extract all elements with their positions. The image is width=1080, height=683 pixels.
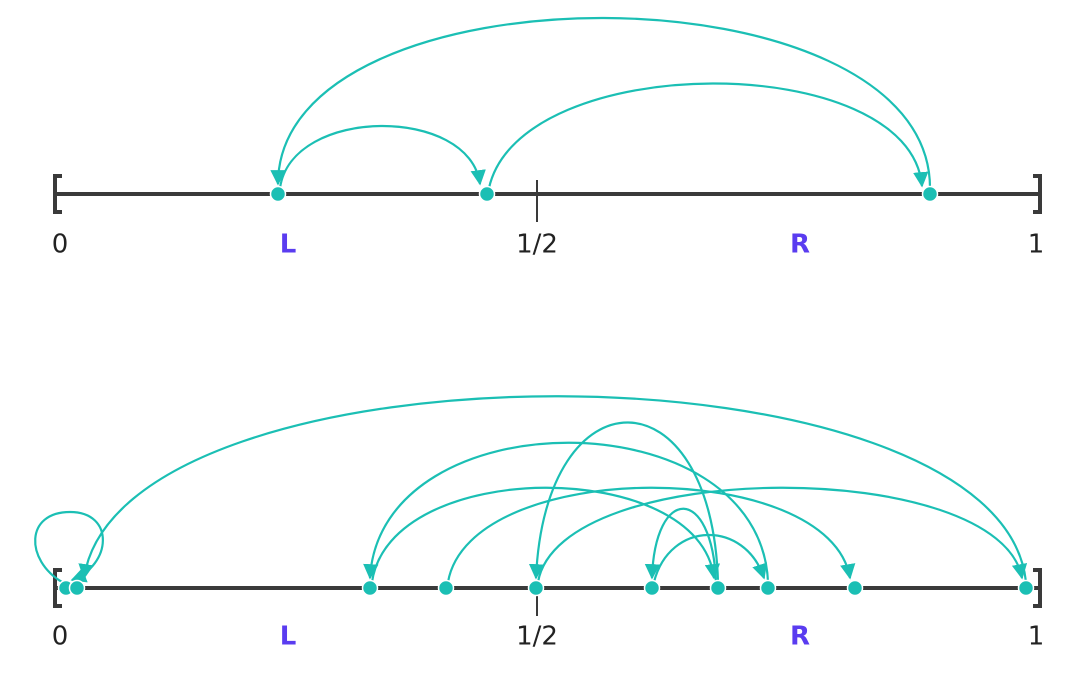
point [361,579,379,597]
point [759,579,777,597]
arc [652,534,767,583]
label-r: R [790,622,810,652]
arc [270,16,932,189]
arc [536,486,1028,583]
point [1017,579,1035,597]
bottom-diagram: 0 L 1/2 R 1 [34,395,1045,652]
axis-line [53,568,1042,608]
label-zero: 0 [52,622,69,652]
arc [644,507,718,583]
point [921,185,939,203]
label-half: 1/2 [516,622,558,652]
arc [446,486,856,583]
point [709,579,727,597]
arc [370,486,721,583]
label-one: 1 [1028,622,1045,652]
arc [34,510,104,583]
label-zero: 0 [52,230,69,260]
arc [487,82,929,189]
label-one: 1 [1028,230,1045,260]
label-half: 1/2 [516,230,558,260]
label-r: R [790,230,810,260]
label-l: L [280,230,297,260]
arc [363,441,770,583]
arc [278,124,486,189]
point [527,579,545,597]
label-l: L [280,622,297,652]
point [478,185,496,203]
point [68,579,86,597]
point [643,579,661,597]
arc [528,421,720,583]
top-diagram: 0 L 1/2 R 1 [52,16,1045,260]
point [846,579,864,597]
axis-line [53,174,1042,214]
arc [78,395,1028,583]
point [437,579,455,597]
point [269,185,287,203]
